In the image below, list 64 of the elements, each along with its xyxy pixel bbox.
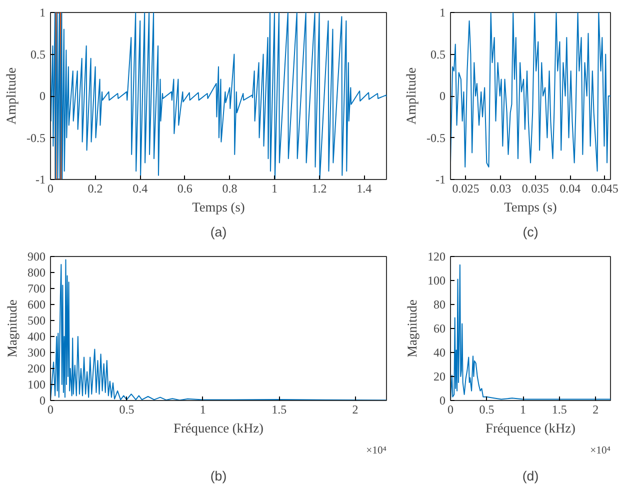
x-tick-label: 1.4 xyxy=(356,182,372,196)
y-tick-label: 60 xyxy=(434,322,446,336)
y-tick-label: 200 xyxy=(28,362,46,376)
x-tick-label: 2 xyxy=(592,402,599,416)
x-tick-label: 0.025 xyxy=(452,182,480,196)
y-tick-label: 40 xyxy=(434,346,446,360)
x-tick-label: 0.035 xyxy=(522,182,549,196)
y-tick-label: 1 xyxy=(40,6,46,20)
y-tick-label: 80 xyxy=(434,298,446,312)
x-axis-title: Fréquence (kHz) xyxy=(486,420,576,436)
x-tick-label: 0.8 xyxy=(222,182,238,196)
x-tick-label: 1.2 xyxy=(312,182,327,196)
text: (c) xyxy=(522,224,538,240)
y-tick-label: 100 xyxy=(28,378,46,392)
y-tick-label: 20 xyxy=(434,370,446,384)
line-series xyxy=(450,12,610,172)
x-tick-label: 0.5 xyxy=(479,402,494,416)
x-tick-label: 1 xyxy=(520,402,526,416)
y-tick-label: -1 xyxy=(36,172,46,186)
x-tick-label: 1 xyxy=(200,402,206,416)
x-tick-label: 0.045 xyxy=(591,182,618,196)
y-tick-label: -1 xyxy=(436,172,446,186)
y-tick-label: 700 xyxy=(28,282,46,296)
y-tick-label: 900 xyxy=(28,250,46,264)
y-tick-label: 500 xyxy=(28,314,46,328)
y-axis-title: Amplitude xyxy=(404,67,419,125)
text: ×10⁴ xyxy=(366,446,387,456)
x-tick-label: 1.5 xyxy=(272,402,287,416)
x-tick-label: 2 xyxy=(352,402,358,416)
x-tick-label: 0.03 xyxy=(490,182,512,196)
y-tick-label: 0.5 xyxy=(30,47,46,62)
x-tick-label: 0.4 xyxy=(132,182,148,196)
x-axis-title: Temps (s) xyxy=(504,200,557,214)
x-tick-label: 1 xyxy=(272,182,278,196)
x-tick-label: 0.5 xyxy=(119,402,134,416)
y-tick-label: 0 xyxy=(40,89,46,103)
y-tick-label: 600 xyxy=(28,298,46,312)
text: (b) xyxy=(210,468,227,484)
y-tick-label: -0.5 xyxy=(426,130,446,145)
x-tick-label: 0.04 xyxy=(560,182,581,196)
y-tick-label: 400 xyxy=(28,330,46,344)
y-tick-label: 0.5 xyxy=(430,47,446,62)
x-axis-title: Fréquence (kHz) xyxy=(174,420,264,436)
y-tick-label: 300 xyxy=(28,346,46,360)
y-axis-title: Amplitude xyxy=(4,67,19,125)
x-tick-label: 1.5 xyxy=(552,402,567,416)
y-tick-label: -0.5 xyxy=(26,130,46,145)
y-tick-label: 120 xyxy=(428,250,446,264)
y-tick-label: 0 xyxy=(440,89,446,103)
x-tick-label: 0.6 xyxy=(177,182,192,196)
x-tick-label: 0.2 xyxy=(88,182,103,196)
text: ×10⁴ xyxy=(590,446,611,456)
y-axis-title: Magnitude xyxy=(404,300,420,358)
y-tick-label: 1 xyxy=(440,6,446,20)
y-tick-label: 0 xyxy=(40,394,46,408)
y-tick-label: 100 xyxy=(428,274,446,288)
text: (a) xyxy=(210,224,227,240)
line-series xyxy=(50,259,386,400)
y-tick-label: 800 xyxy=(28,266,46,280)
x-axis-title: Temps (s) xyxy=(192,200,245,214)
text: (d) xyxy=(522,468,539,484)
line-series xyxy=(50,12,386,180)
y-axis-title: Magnitude xyxy=(4,300,20,358)
y-tick-label: 0 xyxy=(440,394,446,408)
